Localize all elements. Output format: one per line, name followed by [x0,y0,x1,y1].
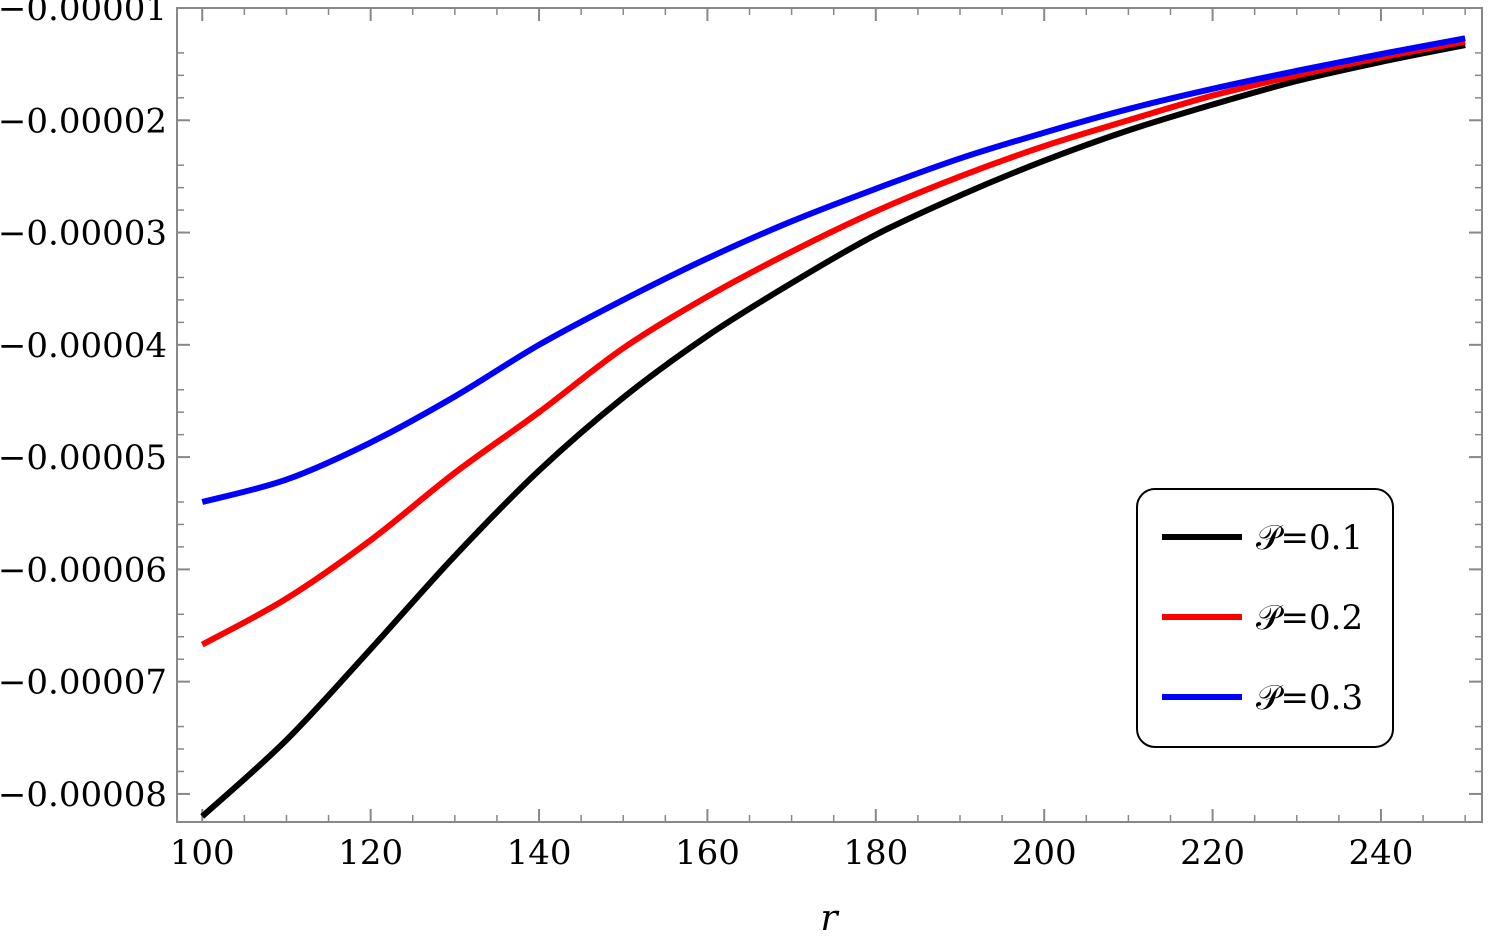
series-line-2 [200,38,1466,648]
y-tick-label: −0.00002 [0,101,167,141]
x-tick-label: 120 [338,833,403,873]
y-axis-ticks: −0.00001 −0.00002 −0.00003 −0.00004 −0.00005… [0,0,1482,815]
y-tick-label: −0.00007 [0,663,167,703]
y-tick-label: −0.00006 [0,550,167,590]
legend-label-3: 𝒫=0.3 [1256,678,1363,718]
y-tick-label: −0.00003 [0,214,167,254]
x-tick-label: 200 [1012,833,1077,873]
y-tick-label: −0.00005 [0,438,167,478]
x-axis-title: r [820,898,839,939]
x-tick-label: 220 [1180,833,1245,873]
legend: 𝒫=0.1 𝒫=0.2 𝒫=0.3 [1136,488,1394,748]
legend-box [1136,488,1394,748]
y-tick-label: −0.00008 [0,775,167,815]
x-tick-label: 100 [170,833,235,873]
series-line-3 [201,35,1466,505]
series-layer [200,35,1466,819]
legend-label-1: 𝒫=0.1 [1256,518,1363,558]
x-tick-label: 140 [507,833,572,873]
x-tick-label: 160 [675,833,740,873]
x-tick-label: 240 [1349,833,1414,873]
y-tick-label: −0.00001 [0,0,167,29]
x-tick-label: 180 [843,833,908,873]
series-line-1 [200,42,1466,819]
plot-frame [176,7,1483,823]
x-axis-ticks: 100 120 140 160 180 200 220 240 [170,8,1414,873]
minor-ticks [177,7,1482,822]
y-tick-label: −0.00004 [0,326,167,366]
legend-label-2: 𝒫=0.2 [1256,598,1363,638]
